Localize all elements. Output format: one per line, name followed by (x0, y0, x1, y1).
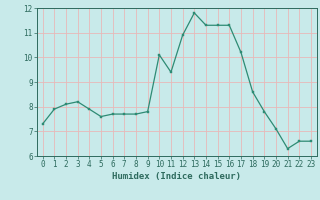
X-axis label: Humidex (Indice chaleur): Humidex (Indice chaleur) (112, 172, 241, 181)
